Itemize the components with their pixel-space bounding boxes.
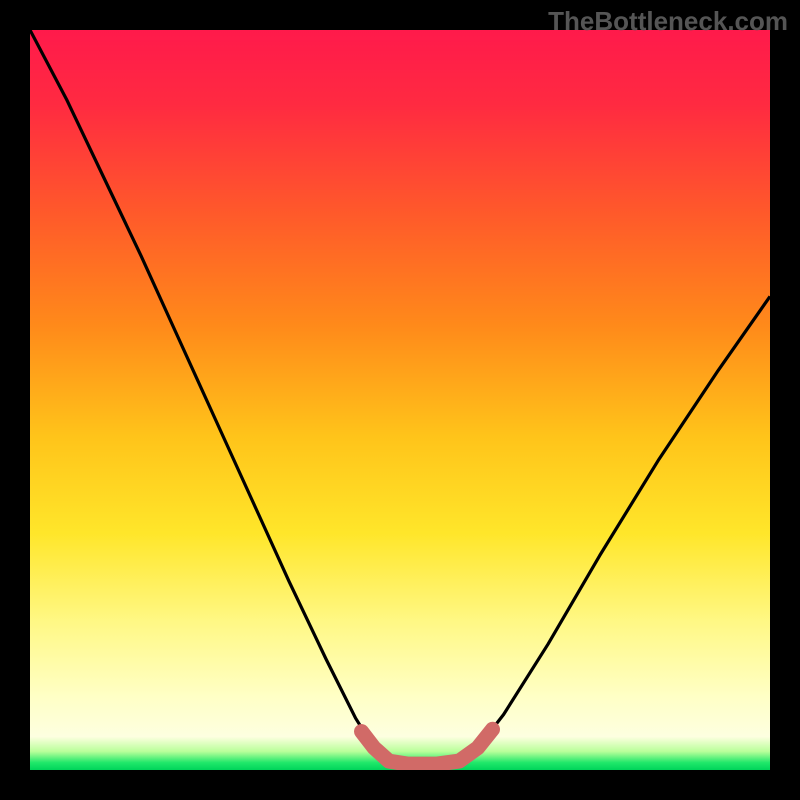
chart-container: TheBottleneck.com	[0, 0, 800, 800]
gradient-background	[30, 30, 770, 770]
gradient-and-curve-svg	[30, 30, 770, 770]
watermark-text: TheBottleneck.com	[548, 6, 788, 37]
plot-area	[30, 30, 770, 770]
